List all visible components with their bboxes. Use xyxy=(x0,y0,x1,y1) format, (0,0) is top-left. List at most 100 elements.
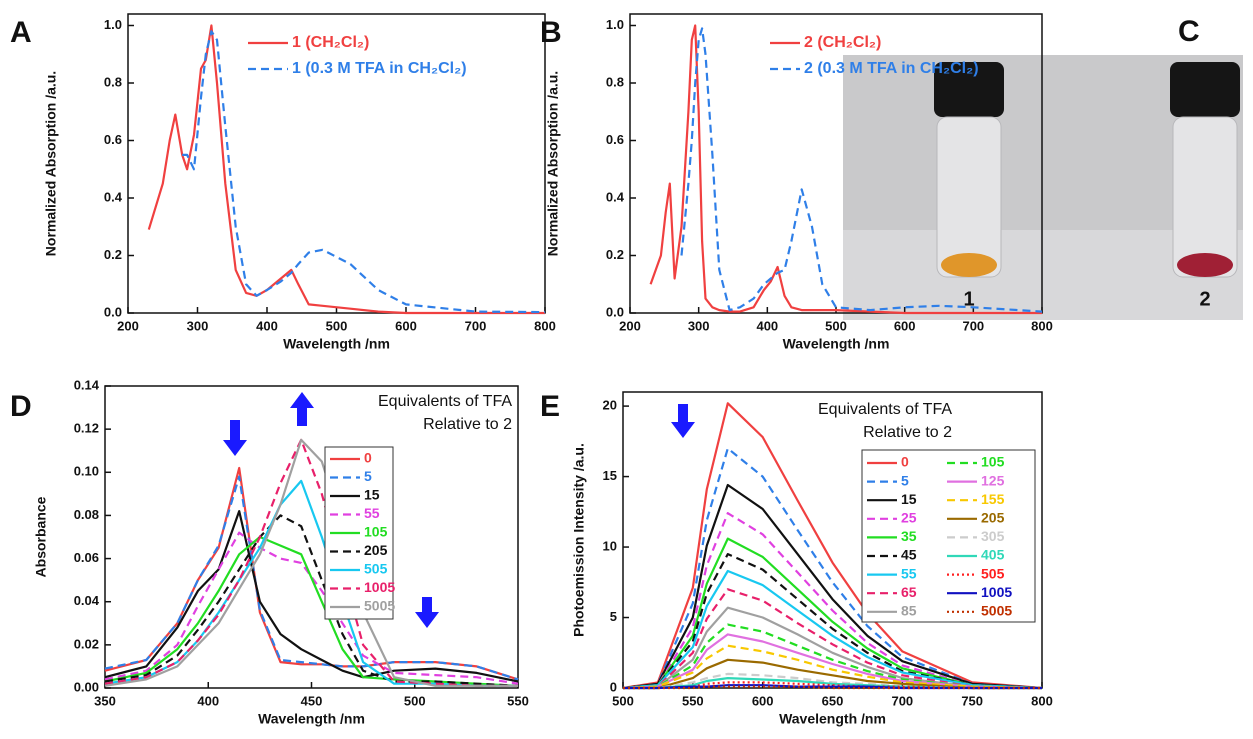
x-tick-label: 200 xyxy=(117,318,139,333)
legend-title: Equivalents of TFA xyxy=(818,401,952,418)
legend-label: 85 xyxy=(901,603,917,619)
x-tick-label: 500 xyxy=(825,318,847,333)
y-axis-label: Normalized Absorption /a.u. xyxy=(43,71,59,256)
x-tick-label: 400 xyxy=(197,693,219,708)
legend-label: 505 xyxy=(364,561,388,577)
legend-label: 2 (0.3 M TFA in CH₂Cl₂) xyxy=(804,60,979,77)
y-tick-label: 1.0 xyxy=(606,17,624,32)
y-tick-label: 0.4 xyxy=(606,189,625,204)
y-tick-label: 0.02 xyxy=(74,636,99,651)
arrow-down xyxy=(415,597,439,628)
series-line xyxy=(147,24,545,315)
x-axis-label: Wavelength /nm xyxy=(779,711,886,727)
photo: 1 2 C xyxy=(843,15,1243,320)
legend-label: 45 xyxy=(901,547,917,563)
legend-label: 65 xyxy=(901,584,917,600)
y-tick-label: 0.06 xyxy=(74,550,99,565)
x-axis-label: Wavelength /nm xyxy=(258,711,365,727)
series-line xyxy=(622,402,1043,690)
x-tick-label: 700 xyxy=(465,318,487,333)
x-tick-label: 800 xyxy=(534,318,556,333)
series-line xyxy=(680,27,1043,313)
y-axis-label: Absorbance xyxy=(33,496,49,577)
panel-label: A xyxy=(10,16,32,49)
legend-label: 5 xyxy=(901,472,909,488)
x-tick-label: 800 xyxy=(1031,318,1053,333)
series-line xyxy=(104,466,519,681)
powder xyxy=(941,253,997,277)
y-tick-label: 0 xyxy=(610,679,617,694)
x-tick-label: 700 xyxy=(962,318,984,333)
y-axis-label: Normalized Absorption /a.u. xyxy=(545,71,561,256)
x-axis-label: Wavelength /nm xyxy=(783,336,890,352)
series-line xyxy=(623,681,1042,690)
y-tick-label: 0.08 xyxy=(74,507,99,522)
series-line xyxy=(104,438,518,687)
y-tick-label: 0.10 xyxy=(74,464,99,479)
legend-label: 25 xyxy=(901,510,917,526)
legend-label: 205 xyxy=(364,542,388,558)
panel-label: B xyxy=(540,16,562,49)
vial-label: 2 xyxy=(1199,288,1210,310)
y-tick-label: 0.6 xyxy=(104,132,122,147)
y-tick-label: 0.00 xyxy=(74,679,99,694)
legend-label: 305 xyxy=(981,528,1005,544)
x-tick-label: 400 xyxy=(256,318,278,333)
legend-label: 1005 xyxy=(981,584,1012,600)
legend-title: Relative to 2 xyxy=(423,416,512,433)
vial-label: 1 xyxy=(963,288,974,310)
series-line xyxy=(622,606,1043,690)
legend-label: 5005 xyxy=(364,598,395,614)
arrow-up xyxy=(290,392,314,426)
legend-label: 1 (CH₂Cl₂) xyxy=(292,34,369,51)
vial-cap xyxy=(1170,62,1240,117)
y-tick-label: 1.0 xyxy=(104,17,122,32)
arrows xyxy=(223,392,695,628)
x-tick-label: 350 xyxy=(94,693,116,708)
series-line xyxy=(104,531,519,685)
arrow-down xyxy=(223,420,247,456)
series-line xyxy=(622,588,1043,690)
panel-label: E xyxy=(540,390,560,423)
x-tick-label: 500 xyxy=(326,318,348,333)
x-tick-label: 300 xyxy=(688,318,710,333)
y-tick-label: 0.8 xyxy=(104,74,122,89)
legend-label: 15 xyxy=(364,487,380,503)
legend-label: 1 (0.3 M TFA in CH₂Cl₂) xyxy=(292,60,467,77)
legend-label: 5 xyxy=(364,468,372,484)
x-tick-label: 200 xyxy=(619,318,641,333)
y-tick-label: 0.8 xyxy=(606,74,624,89)
series-line xyxy=(104,438,518,687)
powder xyxy=(1177,253,1233,277)
x-tick-label: 500 xyxy=(612,693,634,708)
x-tick-label: 300 xyxy=(187,318,209,333)
arrow-down xyxy=(671,404,695,438)
legend-label: 2 (CH₂Cl₂) xyxy=(804,34,881,51)
y-tick-label: 0.2 xyxy=(104,247,122,262)
legend-label: 125 xyxy=(981,472,1005,488)
x-tick-label: 450 xyxy=(301,693,323,708)
y-tick-label: 20 xyxy=(603,398,617,413)
y-tick-label: 0.0 xyxy=(104,304,122,319)
legend-label: 0 xyxy=(364,450,372,466)
series-line xyxy=(622,537,1043,690)
x-tick-label: 400 xyxy=(756,318,778,333)
x-axis-label: Wavelength /nm xyxy=(283,336,390,352)
legend-title: Relative to 2 xyxy=(863,424,952,441)
x-tick-label: 550 xyxy=(507,693,529,708)
x-tick-label: 600 xyxy=(752,693,774,708)
y-tick-label: 0.6 xyxy=(606,132,624,147)
x-tick-label: 800 xyxy=(1031,693,1053,708)
series-line xyxy=(104,475,519,681)
series-line xyxy=(649,24,1042,315)
legend-label: 1005 xyxy=(364,579,395,595)
y-tick-label: 0.2 xyxy=(606,247,624,262)
series-line xyxy=(623,658,1042,690)
series-line xyxy=(622,483,1043,690)
series-line xyxy=(104,514,519,687)
x-tick-label: 650 xyxy=(822,693,844,708)
legend-label: 5005 xyxy=(981,603,1012,619)
x-tick-label: 600 xyxy=(395,318,417,333)
series-line xyxy=(622,569,1043,690)
legend-label: 155 xyxy=(981,491,1005,507)
